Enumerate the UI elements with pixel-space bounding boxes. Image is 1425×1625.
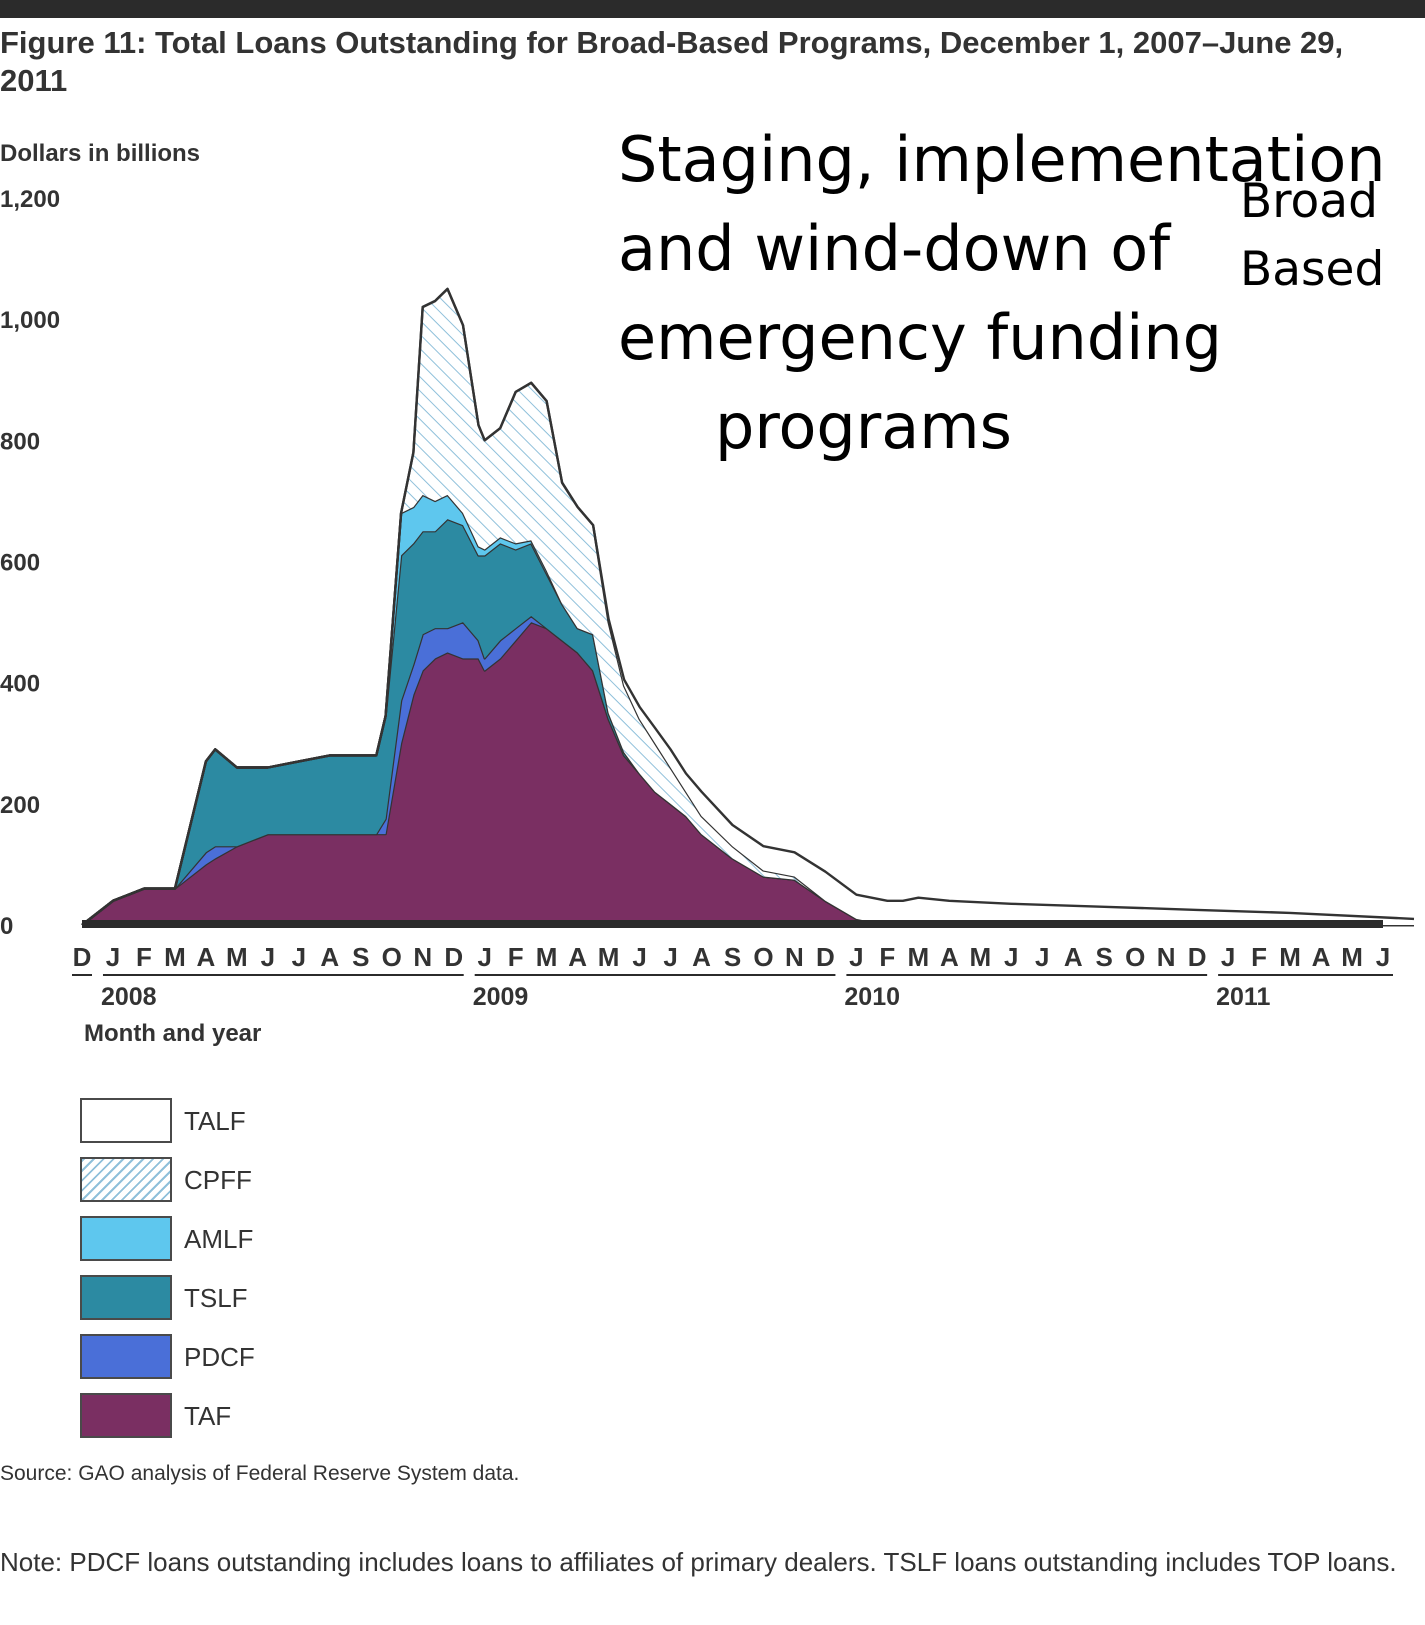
x-tick-label: D — [816, 942, 835, 972]
y-tick-label: 600 — [0, 550, 40, 577]
x-tick-label: N — [413, 942, 432, 972]
x-tick-label: F — [508, 942, 524, 972]
legend-swatch-amlf — [80, 1216, 172, 1261]
legend-label-cpff: CPFF — [184, 1165, 252, 1195]
legend-swatch-cpff — [80, 1157, 172, 1202]
overlay-line-3: emergency funding — [618, 301, 1223, 374]
x-tick-label: J — [477, 942, 491, 972]
source-note: Source: GAO analysis of Federal Reserve … — [0, 1462, 520, 1485]
x-tick-label: F — [136, 942, 152, 972]
x-tick-label: M — [1341, 942, 1363, 972]
x-tick-label: S — [352, 942, 369, 972]
y-tick-label: 1,200 — [0, 186, 60, 213]
overlay-side-annotation: Broad Based — [1240, 168, 1384, 304]
x-tick-label: O — [753, 942, 773, 972]
x-tick-label: D — [73, 942, 92, 972]
x-tick-label: M — [164, 942, 186, 972]
x-tick-label: D — [444, 942, 463, 972]
x-tick-label: J — [1035, 942, 1049, 972]
x-tick-label: J — [261, 942, 275, 972]
footnote: Note: PDCF loans outstanding includes lo… — [0, 1547, 1397, 1577]
area-taf — [82, 622, 1414, 925]
overlay-annotation: Staging, implementation and wind-down of… — [618, 115, 1386, 471]
y-tick-label: 0 — [0, 913, 13, 940]
x-tick-label: J — [1376, 942, 1390, 972]
x-tick-label: J — [663, 942, 677, 972]
overlay-line-4: programs — [715, 390, 1012, 463]
legend-label-taf: TAF — [184, 1401, 232, 1431]
figure-title: Figure 11: Total Loans Outstanding for B… — [0, 25, 1344, 98]
x-tick-label: M — [598, 942, 620, 972]
x-tick-label: O — [1125, 942, 1145, 972]
area-cpff — [82, 288, 1414, 925]
x-tick-label: S — [724, 942, 741, 972]
y-tick-label: 400 — [0, 671, 40, 698]
x-tick-label: A — [940, 942, 959, 972]
legend-label-amlf: AMLF — [184, 1224, 254, 1254]
overlay-line-1: Staging, implementation — [618, 123, 1386, 196]
x-tick-label: M — [226, 942, 248, 972]
legend-label-pdcf: PDCF — [184, 1342, 255, 1372]
legend-swatch-talf — [80, 1098, 172, 1143]
x-tick-label: A — [320, 942, 339, 972]
x-axis-baseline — [82, 920, 1383, 928]
x-tick-label: D — [1188, 942, 1207, 972]
overlay-side-line-1: Broad — [1240, 174, 1378, 229]
y-tick-label: 200 — [0, 792, 40, 819]
x-tick-label: J — [849, 942, 863, 972]
x-tick-label: A — [1064, 942, 1083, 972]
legend-label-tslf: TSLF — [184, 1283, 248, 1313]
x-tick-label: N — [785, 942, 804, 972]
year-label: 2010 — [844, 983, 900, 1011]
x-axis-title: Month and year — [84, 1020, 262, 1047]
legend-swatch-tslf — [80, 1275, 172, 1320]
x-tick-label: J — [1221, 942, 1235, 972]
x-tick-label: J — [1004, 942, 1018, 972]
x-tick-label: O — [382, 942, 402, 972]
x-tick-label: A — [1312, 942, 1331, 972]
y-tick-label: 1,000 — [0, 307, 60, 334]
x-tick-label: F — [1251, 942, 1267, 972]
area-tslf — [82, 519, 1414, 925]
year-label: 2011 — [1216, 983, 1270, 1011]
year-label: 2009 — [473, 983, 529, 1011]
x-tick-label: J — [292, 942, 306, 972]
top-border-bar — [0, 0, 1425, 18]
x-tick-label: M — [908, 942, 930, 972]
x-tick-label: A — [568, 942, 587, 972]
x-tick-label: M — [536, 942, 558, 972]
x-tick-label: S — [1096, 942, 1113, 972]
outline-talf — [81, 287, 1415, 926]
overlay-line-2: and wind-down of — [618, 212, 1171, 285]
x-tick-label: N — [1157, 942, 1176, 972]
overlay-side-line-2: Based — [1240, 242, 1385, 297]
x-tick-label: M — [969, 942, 991, 972]
year-label: 2008 — [101, 983, 157, 1011]
x-tick-label: J — [106, 942, 120, 972]
x-tick-label: M — [1279, 942, 1301, 972]
legend-swatch-taf — [80, 1393, 172, 1438]
x-tick-label: F — [879, 942, 895, 972]
x-tick-label: A — [692, 942, 711, 972]
y-axis-unit-label: Dollars in billions — [0, 140, 201, 167]
x-tick-label: A — [197, 942, 216, 972]
y-tick-label: 800 — [0, 428, 40, 455]
x-tick-label: J — [632, 942, 646, 972]
legend-swatch-pdcf — [80, 1334, 172, 1379]
legend-label-talf: TALF — [184, 1106, 246, 1136]
